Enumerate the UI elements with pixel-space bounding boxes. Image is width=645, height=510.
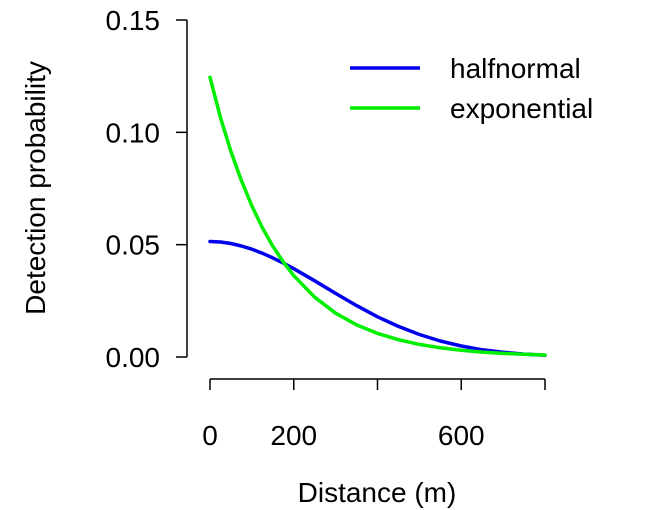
x-tick-label: 0	[202, 420, 218, 451]
series-line-halfnormal	[208, 239, 547, 357]
legend-label-halfnormal: halfnormal	[450, 53, 581, 84]
x-tick-label: 200	[270, 420, 317, 451]
legend-label-exponential: exponential	[450, 93, 593, 124]
y-axis-label: Detection probability	[20, 61, 51, 315]
y-tick-label: 0.15	[106, 5, 161, 36]
y-tick-label: 0.05	[106, 230, 161, 261]
y-axis: 0.00 0.05 0.10 0.15	[106, 5, 188, 373]
x-axis: 0 200 600	[202, 378, 546, 451]
y-tick-label: 0.00	[106, 342, 161, 373]
legend: halfnormal exponential	[350, 53, 593, 124]
y-tick-label: 0.10	[106, 117, 161, 148]
series-layer	[208, 75, 547, 357]
x-tick-label: 600	[438, 420, 485, 451]
series-line-exponential	[208, 75, 547, 357]
x-axis-label: Distance (m)	[298, 477, 457, 508]
